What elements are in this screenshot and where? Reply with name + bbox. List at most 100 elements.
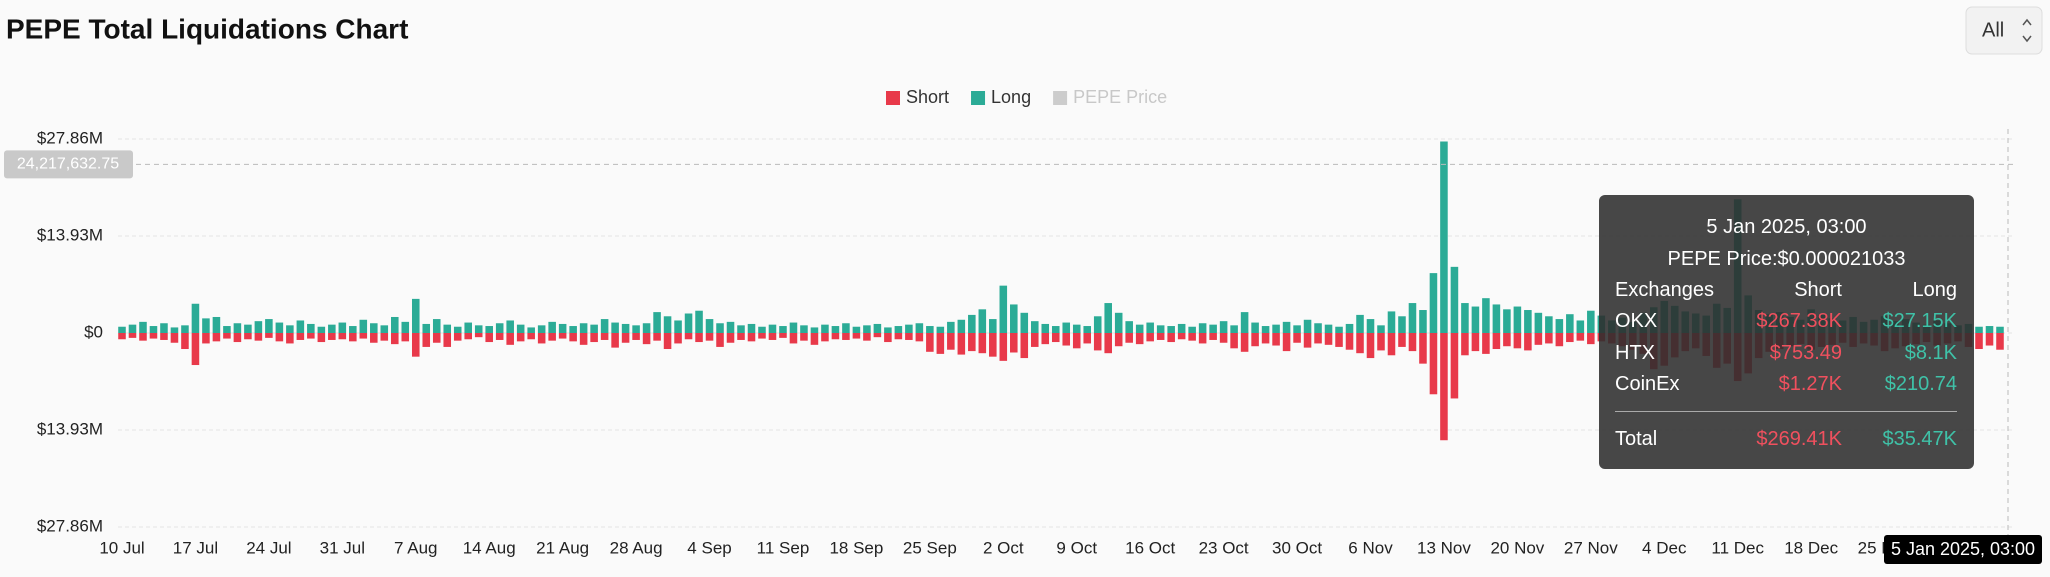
bar xyxy=(411,298,420,333)
bar xyxy=(359,333,368,339)
x-tick-label: 6 Nov xyxy=(1348,538,1393,557)
tooltip: 5 Jan 2025, 03:00 PEPE Price:$0.00002103… xyxy=(1599,195,1974,469)
bar xyxy=(443,324,452,333)
bar xyxy=(1419,333,1427,364)
bar xyxy=(1240,312,1249,333)
x-tick-label: 10 Jul xyxy=(99,538,144,557)
bar xyxy=(485,333,493,343)
bar xyxy=(118,326,126,333)
bar xyxy=(989,319,997,333)
x-tick-label: 21 Aug xyxy=(536,538,589,557)
bar xyxy=(1156,325,1165,333)
bar xyxy=(1377,333,1385,351)
bar xyxy=(1335,326,1343,333)
bar xyxy=(170,327,179,333)
x-tick-label: 27 Nov xyxy=(1564,538,1618,557)
bar xyxy=(328,324,336,333)
bar xyxy=(894,333,903,340)
bar xyxy=(1566,314,1574,333)
bar xyxy=(128,324,137,333)
x-tick-label: 13 Nov xyxy=(1417,538,1471,557)
bar xyxy=(1114,312,1123,333)
bar xyxy=(244,324,252,333)
x-tick-label: 14 Aug xyxy=(463,538,516,557)
bar xyxy=(1188,333,1196,341)
legend-swatch xyxy=(886,91,900,105)
y-tick-label: $13.93M xyxy=(37,419,103,438)
bar xyxy=(328,333,336,340)
bar xyxy=(621,323,630,333)
bar xyxy=(716,323,724,333)
bar xyxy=(254,333,263,341)
bar xyxy=(1996,326,2004,333)
x-tick-label: 17 Jul xyxy=(173,538,218,557)
bar xyxy=(296,333,305,340)
bar xyxy=(537,325,546,333)
bar xyxy=(779,333,787,338)
bar xyxy=(1083,333,1092,344)
bar xyxy=(747,333,756,342)
bar xyxy=(506,320,514,333)
y-tick-label: $13.93M xyxy=(37,225,103,244)
bar xyxy=(453,333,462,341)
bar xyxy=(380,333,389,341)
bar xyxy=(737,325,745,333)
bar xyxy=(118,333,126,340)
bar xyxy=(1314,333,1322,344)
bar xyxy=(1030,333,1039,347)
tooltip-header: Long xyxy=(1912,279,1958,301)
tooltip-long: $8.1K xyxy=(1904,342,1957,364)
bar xyxy=(1072,324,1081,333)
bar xyxy=(139,333,147,341)
bar xyxy=(1377,325,1385,333)
bar xyxy=(1324,333,1333,345)
select-arrows xyxy=(2022,18,2032,43)
tooltip-short: $753.49 xyxy=(1769,342,1842,364)
bar xyxy=(1356,314,1364,333)
bar xyxy=(181,333,189,350)
bar xyxy=(422,323,431,333)
bar xyxy=(1524,333,1532,351)
range-select[interactable] xyxy=(1965,6,2043,55)
bar xyxy=(1975,326,1983,333)
bar xyxy=(1209,324,1217,333)
bar xyxy=(275,322,284,333)
bar xyxy=(1051,326,1060,333)
bar xyxy=(1020,312,1029,333)
bar xyxy=(1072,333,1081,349)
bar xyxy=(936,333,945,354)
bar xyxy=(1293,325,1301,333)
x-tick-label: 28 Aug xyxy=(610,538,663,557)
bar xyxy=(191,333,200,366)
crosshair-x-label: 5 Jan 2025, 03:00 xyxy=(1891,539,2035,559)
bar xyxy=(317,333,326,343)
bar xyxy=(307,323,315,333)
bar xyxy=(1188,326,1196,333)
bar xyxy=(1356,333,1364,354)
bar xyxy=(307,333,315,339)
bar xyxy=(1335,333,1343,347)
bar xyxy=(338,333,347,340)
bar xyxy=(863,325,871,333)
bar xyxy=(810,333,819,345)
bar xyxy=(516,333,525,342)
bar xyxy=(265,319,273,333)
x-tick-label: 18 Dec xyxy=(1784,538,1838,557)
bar xyxy=(370,333,378,343)
bar xyxy=(149,326,158,333)
bar xyxy=(999,285,1008,333)
bar xyxy=(768,324,777,333)
tooltip-header: Exchanges xyxy=(1615,279,1714,301)
crosshair-y-box xyxy=(4,150,133,179)
bar xyxy=(317,326,326,333)
bar xyxy=(1219,333,1228,343)
bar xyxy=(338,322,347,333)
bar xyxy=(370,323,378,333)
bar xyxy=(202,318,210,333)
bar xyxy=(1303,319,1312,333)
bar xyxy=(1240,333,1249,352)
bar xyxy=(831,333,840,340)
bar xyxy=(726,321,735,333)
bar xyxy=(842,333,850,340)
